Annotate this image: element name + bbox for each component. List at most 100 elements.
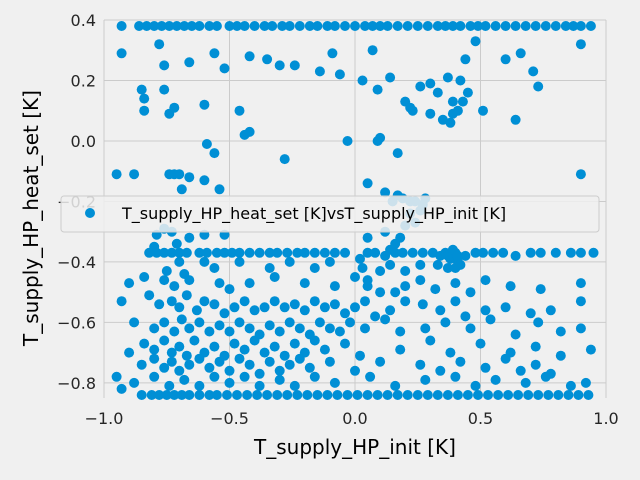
data-point: [543, 390, 554, 400]
data-point: [189, 335, 200, 346]
data-point: [259, 302, 270, 313]
data-point: [324, 256, 335, 267]
data-point: [204, 326, 215, 337]
data-point: [234, 105, 245, 116]
data-point: [139, 272, 150, 282]
data-point: [445, 117, 456, 128]
data-point: [324, 323, 335, 334]
data-point: [134, 21, 145, 31]
data-point: [352, 390, 363, 400]
data-point: [568, 21, 579, 31]
data-point: [462, 390, 473, 400]
data-point: [191, 305, 202, 316]
data-point: [565, 247, 576, 258]
data-point: [345, 317, 355, 328]
y-tick-label: 0.2: [71, 71, 96, 90]
data-point: [342, 136, 353, 146]
data-point: [437, 114, 448, 125]
data-point: [201, 139, 212, 149]
data-point: [124, 278, 135, 289]
data-point: [327, 48, 338, 59]
data-point: [533, 317, 544, 328]
data-point: [382, 390, 393, 400]
data-point: [540, 21, 551, 31]
data-point: [264, 320, 275, 331]
data-point: [259, 21, 270, 31]
data-point: [510, 329, 521, 340]
data-point: [294, 353, 305, 364]
data-point: [272, 247, 283, 258]
data-point: [214, 184, 225, 195]
data-point: [360, 323, 370, 334]
data-point: [575, 247, 586, 258]
data-point: [264, 356, 275, 367]
x-axis-ticks: −1.0 −0.5 0.0 0.5 1.0: [85, 409, 619, 428]
data-point: [452, 390, 463, 400]
data-point: [550, 247, 561, 258]
data-point: [244, 126, 255, 137]
data-point: [372, 390, 383, 400]
data-point: [239, 371, 250, 382]
data-point: [422, 21, 433, 31]
data-point: [284, 359, 295, 370]
data-point: [264, 247, 275, 258]
data-point: [171, 238, 182, 249]
data-point: [395, 326, 406, 337]
data-point: [139, 105, 150, 116]
data-point: [194, 380, 205, 391]
data-point: [239, 21, 250, 31]
data-point: [392, 390, 403, 400]
data-point: [171, 21, 182, 31]
data-point: [490, 21, 501, 31]
y-tick-label: −0.4: [57, 253, 96, 272]
data-point: [181, 247, 192, 258]
data-point: [292, 390, 303, 400]
data-point: [136, 359, 147, 370]
data-point: [136, 390, 147, 400]
data-point: [520, 21, 531, 31]
data-point: [244, 247, 255, 258]
data-point: [199, 99, 210, 110]
data-point: [367, 45, 378, 56]
data-point: [473, 390, 483, 400]
data-point: [161, 266, 172, 276]
data-point: [417, 247, 428, 258]
data-point: [550, 21, 561, 31]
data-point: [452, 250, 463, 261]
data-point: [292, 247, 303, 258]
data-point: [360, 21, 370, 31]
data-point: [184, 359, 195, 370]
data-point: [139, 338, 150, 349]
data-point: [355, 350, 365, 361]
y-tick-label: −0.6: [57, 313, 96, 332]
data-point: [144, 290, 155, 301]
data-point: [219, 63, 230, 74]
data-point: [174, 247, 185, 258]
data-point: [510, 114, 521, 125]
data-point: [555, 350, 566, 361]
data-point: [540, 371, 551, 382]
data-point: [259, 347, 270, 358]
data-point: [402, 21, 413, 31]
data-point: [304, 21, 315, 31]
data-point: [350, 302, 360, 313]
data-point: [510, 21, 521, 31]
data-point: [116, 48, 127, 59]
data-point: [269, 272, 280, 282]
x-axis-label: T_supply_HP_init [K]: [253, 435, 456, 459]
data-point: [302, 390, 313, 400]
data-point: [227, 247, 237, 258]
data-point: [252, 390, 263, 400]
data-point: [169, 326, 180, 337]
data-point: [214, 320, 225, 331]
data-point: [332, 390, 343, 400]
data-point: [560, 21, 571, 31]
data-point: [156, 21, 167, 31]
data-point: [154, 390, 165, 400]
data-point: [465, 21, 476, 31]
data-point: [432, 259, 443, 270]
data-point: [194, 390, 205, 400]
data-point: [214, 356, 225, 367]
data-point: [149, 344, 160, 355]
data-point: [447, 96, 458, 107]
